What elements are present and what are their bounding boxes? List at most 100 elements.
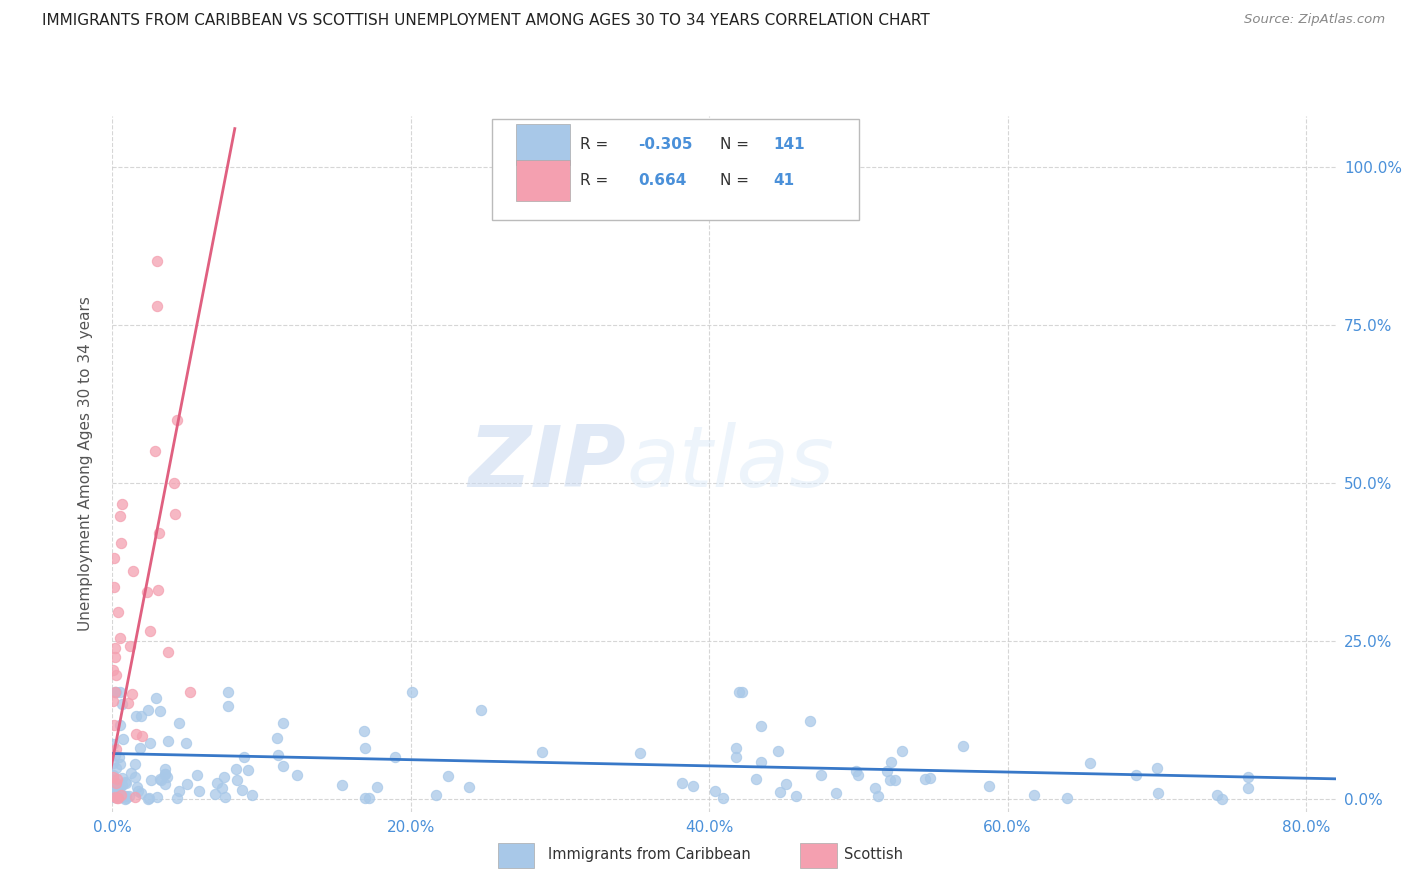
Point <box>724 749 747 764</box>
Text: R =: R = <box>579 173 613 188</box>
Point <box>104 790 127 805</box>
Point <box>148 772 170 786</box>
Text: 141: 141 <box>773 136 804 152</box>
Point <box>825 785 848 799</box>
Point <box>108 749 131 764</box>
Point <box>149 704 172 718</box>
Point <box>225 772 247 787</box>
Point <box>1147 786 1170 800</box>
Point <box>167 716 190 731</box>
Point <box>104 789 127 804</box>
Point <box>125 709 148 723</box>
Point <box>775 777 797 791</box>
Point <box>204 787 226 801</box>
Point <box>146 299 169 313</box>
Point <box>211 780 233 795</box>
Point <box>129 786 152 800</box>
Point <box>101 694 124 708</box>
Point <box>138 791 160 805</box>
Point <box>143 444 166 458</box>
Text: 0.664: 0.664 <box>638 173 688 188</box>
Point <box>745 772 768 786</box>
Text: R =: R = <box>579 136 613 152</box>
Point <box>914 772 936 786</box>
Point <box>117 696 139 710</box>
Point <box>225 762 247 776</box>
Point <box>103 551 125 566</box>
Point <box>749 719 772 733</box>
Text: Scottish: Scottish <box>844 847 903 862</box>
Point <box>103 756 125 770</box>
Point <box>166 790 188 805</box>
Point <box>865 780 887 795</box>
Text: atlas: atlas <box>626 422 834 506</box>
Text: Source: ZipAtlas.com: Source: ZipAtlas.com <box>1244 13 1385 27</box>
Point <box>111 772 134 786</box>
Point <box>107 605 129 619</box>
Text: Immigrants from Caribbean: Immigrants from Caribbean <box>548 847 751 862</box>
Point <box>810 768 832 782</box>
Point <box>952 739 974 753</box>
Point <box>128 740 150 755</box>
Point <box>105 776 128 790</box>
Point <box>101 770 124 784</box>
Point <box>212 770 235 784</box>
Point <box>354 791 377 805</box>
Point <box>868 789 890 803</box>
Point <box>105 780 128 795</box>
Point <box>104 684 127 698</box>
Point <box>111 497 134 511</box>
Point <box>879 773 901 788</box>
Point <box>1080 756 1102 771</box>
Point <box>136 585 159 599</box>
Point <box>122 565 145 579</box>
Point <box>1236 781 1258 796</box>
Point <box>105 772 128 786</box>
Point <box>366 780 388 794</box>
Point <box>115 789 138 803</box>
Text: IMMIGRANTS FROM CARIBBEAN VS SCOTTISH UNEMPLOYMENT AMONG AGES 30 TO 34 YEARS COR: IMMIGRANTS FROM CARIBBEAN VS SCOTTISH UN… <box>42 13 929 29</box>
Point <box>110 788 132 802</box>
Point <box>799 714 821 728</box>
Point <box>1205 789 1227 803</box>
Point <box>979 779 1001 793</box>
Point <box>713 790 735 805</box>
Point <box>111 697 134 711</box>
Point <box>231 782 253 797</box>
Point <box>108 780 131 795</box>
Point <box>103 789 125 804</box>
Point <box>153 762 176 776</box>
Point <box>110 684 132 698</box>
Point <box>167 783 190 797</box>
Point <box>124 757 146 772</box>
Point <box>104 668 127 682</box>
Point <box>103 718 125 732</box>
Point <box>101 772 124 786</box>
Point <box>131 729 153 743</box>
Point <box>127 783 149 797</box>
Point <box>120 765 142 780</box>
Text: ZIP: ZIP <box>468 422 626 506</box>
Y-axis label: Unemployment Among Ages 30 to 34 years: Unemployment Among Ages 30 to 34 years <box>79 296 93 632</box>
Point <box>330 778 353 792</box>
Point <box>104 789 127 804</box>
Point <box>110 535 132 549</box>
Point <box>671 776 693 790</box>
Point <box>101 663 124 677</box>
Point <box>724 741 747 756</box>
Point <box>236 763 259 777</box>
Point <box>163 475 186 490</box>
Point <box>114 775 136 789</box>
Point <box>682 779 704 793</box>
Point <box>879 755 901 769</box>
Point <box>138 703 160 717</box>
Point <box>1211 791 1233 805</box>
Point <box>101 781 124 796</box>
Point <box>174 736 197 750</box>
Point <box>111 732 134 747</box>
Point <box>103 768 125 782</box>
Point <box>124 790 146 805</box>
Point <box>266 748 288 763</box>
Point <box>530 745 553 759</box>
Point <box>101 737 124 751</box>
